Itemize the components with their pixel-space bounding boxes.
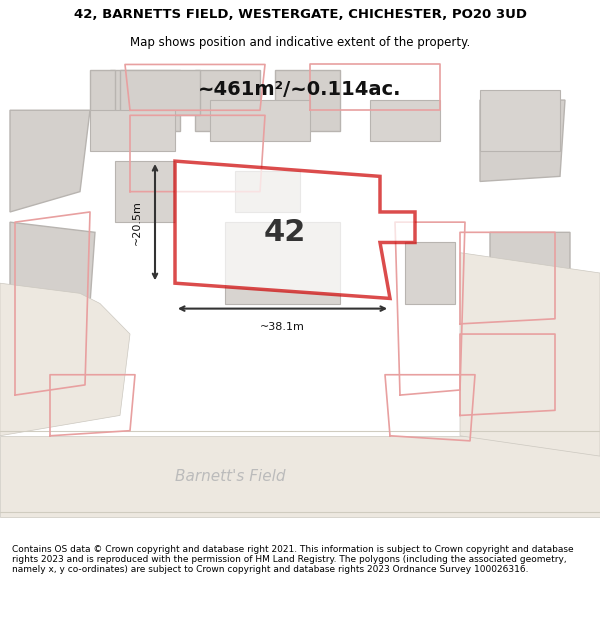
Polygon shape bbox=[235, 171, 300, 212]
Polygon shape bbox=[120, 69, 200, 116]
Polygon shape bbox=[10, 222, 95, 314]
Polygon shape bbox=[0, 436, 600, 517]
Polygon shape bbox=[370, 100, 440, 141]
Polygon shape bbox=[195, 69, 260, 131]
Polygon shape bbox=[490, 334, 565, 405]
Polygon shape bbox=[175, 161, 415, 298]
Text: 42, BARNETTS FIELD, WESTERGATE, CHICHESTER, PO20 3UD: 42, BARNETTS FIELD, WESTERGATE, CHICHEST… bbox=[74, 8, 527, 21]
Polygon shape bbox=[460, 253, 600, 456]
Text: Contains OS data © Crown copyright and database right 2021. This information is : Contains OS data © Crown copyright and d… bbox=[12, 544, 574, 574]
Polygon shape bbox=[225, 222, 340, 304]
Text: ~461m²/~0.114ac.: ~461m²/~0.114ac. bbox=[198, 81, 402, 99]
Text: 42: 42 bbox=[264, 218, 306, 247]
Polygon shape bbox=[110, 69, 180, 131]
Polygon shape bbox=[490, 232, 570, 314]
Text: ~38.1m: ~38.1m bbox=[260, 322, 305, 332]
Polygon shape bbox=[10, 110, 90, 212]
Polygon shape bbox=[210, 100, 310, 141]
Polygon shape bbox=[115, 161, 175, 222]
Polygon shape bbox=[275, 69, 340, 131]
Polygon shape bbox=[405, 242, 455, 304]
Polygon shape bbox=[10, 334, 85, 405]
Text: Map shows position and indicative extent of the property.: Map shows position and indicative extent… bbox=[130, 36, 470, 49]
Polygon shape bbox=[90, 110, 175, 151]
Text: ~20.5m: ~20.5m bbox=[132, 200, 142, 244]
Text: Barnett's Field: Barnett's Field bbox=[175, 469, 285, 484]
Polygon shape bbox=[480, 100, 565, 181]
Polygon shape bbox=[480, 90, 560, 151]
Polygon shape bbox=[0, 283, 130, 436]
Polygon shape bbox=[90, 69, 115, 116]
